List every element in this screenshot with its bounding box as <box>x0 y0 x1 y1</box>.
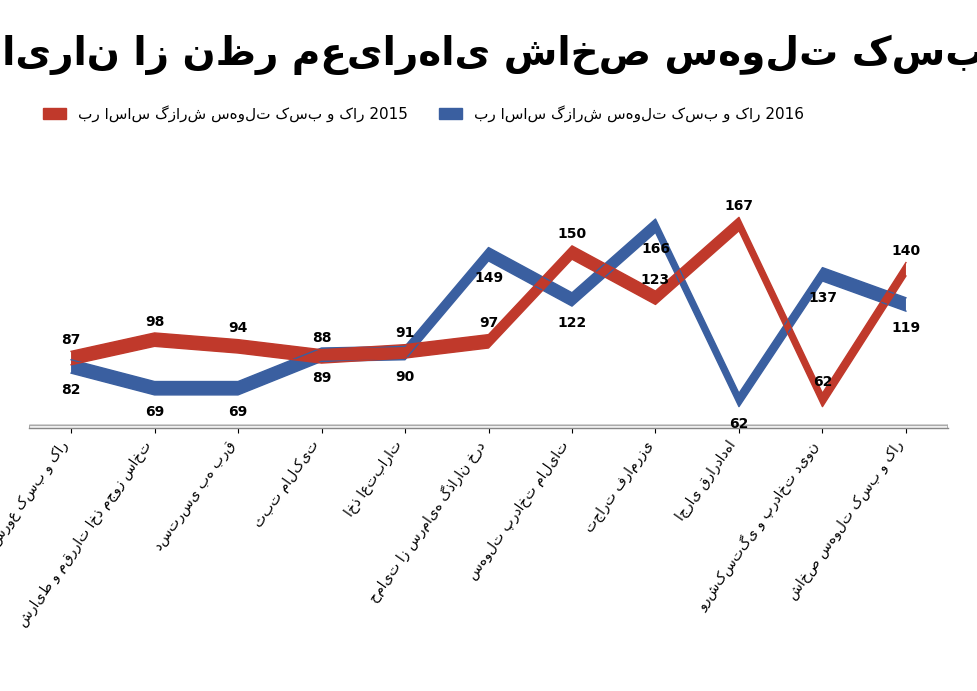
Text: 82: 82 <box>62 383 81 397</box>
Text: 98: 98 <box>145 314 164 328</box>
Text: 137: 137 <box>808 291 837 305</box>
Text: 62: 62 <box>729 417 748 430</box>
Polygon shape <box>29 425 977 439</box>
Text: 149: 149 <box>474 271 503 285</box>
Text: 88: 88 <box>312 331 331 346</box>
Polygon shape <box>948 425 977 462</box>
Polygon shape <box>71 218 906 406</box>
Polygon shape <box>29 425 948 448</box>
Text: 69: 69 <box>229 405 247 419</box>
Legend: بر اساس گزارش سهولت کسب و کار 2015, بر اساس گزارش سهولت کسب و کار 2016: بر اساس گزارش سهولت کسب و کار 2015, بر ا… <box>37 99 810 128</box>
Polygon shape <box>71 219 906 406</box>
Text: 123: 123 <box>641 273 670 287</box>
Text: 87: 87 <box>62 333 81 347</box>
Text: 90: 90 <box>396 370 414 384</box>
Text: 91: 91 <box>396 326 414 340</box>
Text: 167: 167 <box>725 199 753 213</box>
Text: 166: 166 <box>641 243 670 256</box>
Text: 94: 94 <box>229 321 248 335</box>
Text: 140: 140 <box>891 244 920 258</box>
Text: رتبه ایران از نظر معیارهای شاخص سهولت کسب و کار: رتبه ایران از نظر معیارهای شاخص سهولت کس… <box>0 35 977 75</box>
Text: 119: 119 <box>891 321 920 335</box>
Text: 122: 122 <box>557 316 586 330</box>
Text: 62: 62 <box>813 375 832 389</box>
Text: 97: 97 <box>479 316 498 330</box>
Text: 150: 150 <box>558 227 586 241</box>
Text: 89: 89 <box>312 371 331 386</box>
Text: 69: 69 <box>145 405 164 419</box>
